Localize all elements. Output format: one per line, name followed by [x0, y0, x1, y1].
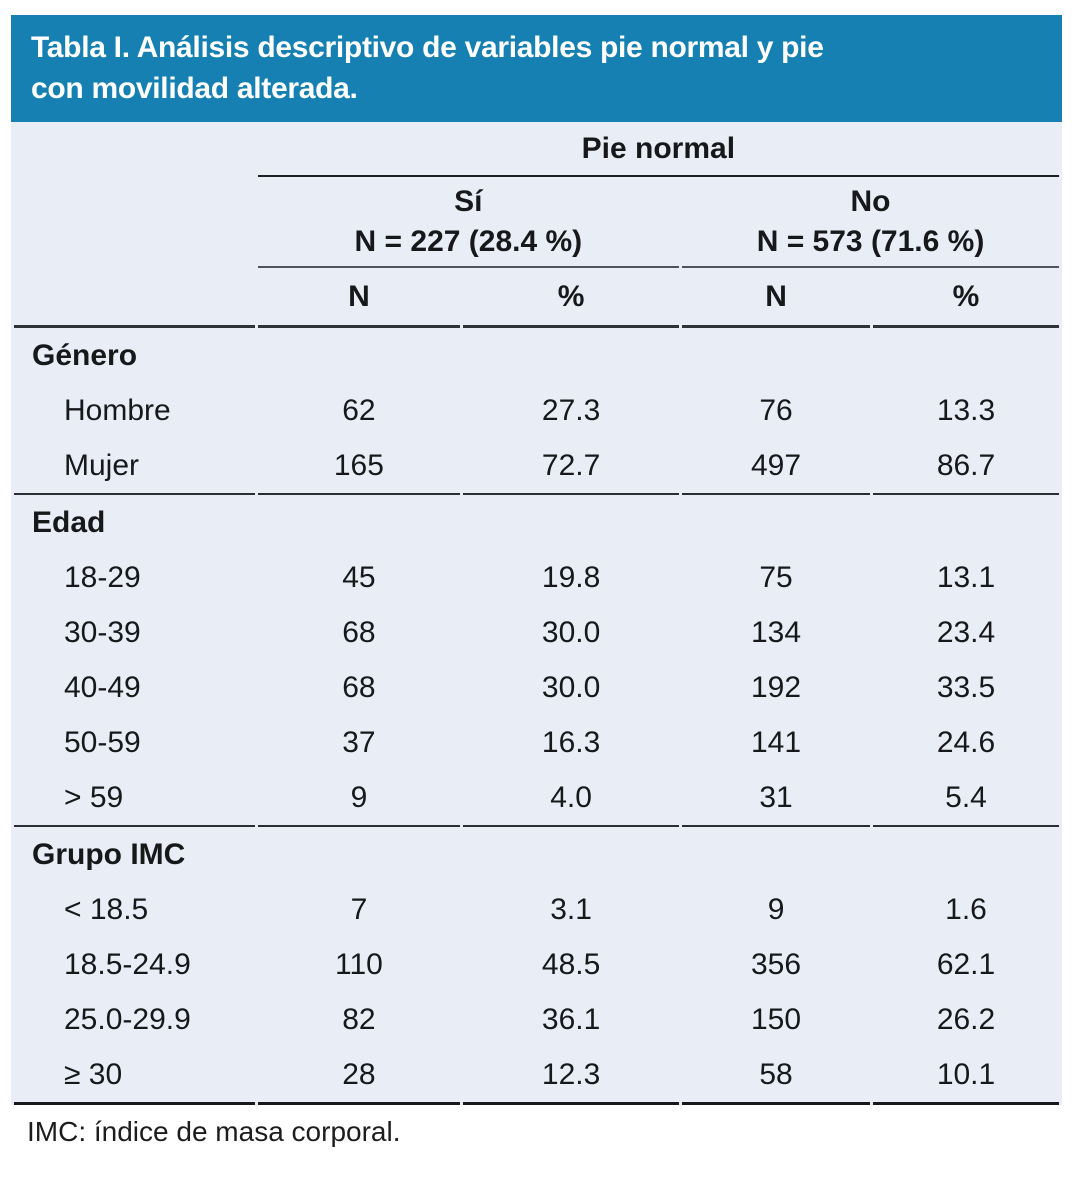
cell-value: 72.7	[463, 438, 680, 495]
table-row-18-29: 18-29 45 19.8 75 13.1	[14, 550, 1059, 605]
cell-value: 48.5	[541, 947, 601, 981]
column-header-row: N % N %	[14, 268, 1059, 328]
cell-value: 497	[682, 438, 871, 495]
cell-value: 62.1	[936, 947, 996, 981]
row-label: Mujer	[14, 438, 255, 495]
table-row-18-5-24-9: 18.5-24.9 110 48.5 356 62.1	[14, 937, 1059, 992]
table-row-50-59: 50-59 37 16.3 141 24.6	[14, 715, 1059, 770]
empty-cell	[14, 268, 255, 328]
section-header-genero: Género	[14, 328, 1059, 383]
subgroup-yes-header: Sí N = 227 (28.4 %)	[257, 177, 680, 268]
row-label: 25.0-29.9	[64, 1002, 191, 1036]
row-label: Hombre	[64, 393, 171, 427]
cell-value: 4.0	[463, 770, 680, 827]
table-row-40-49: 40-49 68 30.0 192 33.5	[14, 660, 1059, 715]
table-title-bar: Tabla I. Análisis descriptivo de variabl…	[11, 15, 1062, 122]
table-footnote: IMC: índice de masa corporal.	[11, 1116, 1062, 1148]
section-header-grupo-imc: Grupo IMC	[14, 827, 1059, 882]
col-header-n-yes: N	[257, 268, 461, 328]
row-label: 18-29	[64, 560, 141, 594]
cell-value: 3.1	[550, 892, 592, 926]
cell-value: 33.5	[936, 670, 996, 704]
section-title: Grupo IMC	[32, 837, 186, 871]
subgroup-no-count: N = 573 (71.6 %)	[756, 224, 985, 258]
table-row-over-30: ≥ 30 28 12.3 58 10.1	[14, 1047, 1059, 1105]
cell-value: 110	[335, 947, 383, 981]
empty-cell	[14, 122, 255, 177]
cell-value: 31	[682, 770, 871, 827]
table-row-30-39: 30-39 68 30.0 134 23.4	[14, 605, 1059, 660]
col-header-pct-no: %	[873, 268, 1059, 328]
section-header-edad: Edad	[14, 495, 1059, 550]
table-figure: Tabla I. Análisis descriptivo de variabl…	[11, 15, 1062, 1148]
cell-value: 356	[751, 947, 802, 981]
row-label: > 59	[14, 770, 255, 827]
cell-value: 9	[257, 770, 461, 827]
cell-value: 7	[350, 892, 368, 926]
cell-value: 62	[342, 393, 376, 427]
cell-value: 27.3	[541, 393, 601, 427]
table-title-line1: Tabla I. Análisis descriptivo de variabl…	[31, 31, 824, 64]
cell-value: 30.0	[541, 670, 601, 704]
cell-value: 28	[257, 1047, 461, 1105]
row-label: 18.5-24.9	[64, 947, 191, 981]
table-body-background: Pie normal Sí N = 227 (28.4 %) No N = 57…	[11, 122, 1062, 1105]
cell-value: 82	[342, 1002, 376, 1036]
row-label: 40-49	[64, 670, 141, 704]
row-label: < 18.5	[64, 892, 149, 926]
cell-value: 68	[342, 670, 376, 704]
cell-value: 23.4	[936, 615, 996, 649]
cell-value: 150	[751, 1002, 802, 1036]
cell-value: 37	[342, 725, 376, 759]
col-header-n-no: N	[682, 268, 871, 328]
subgroup-yes-label: Sí	[454, 184, 483, 218]
row-label: ≥ 30	[14, 1047, 255, 1105]
table-row-25-0-29-9: 25.0-29.9 82 36.1 150 26.2	[14, 992, 1059, 1047]
subgroup-yes-count: N = 227 (28.4 %)	[354, 224, 583, 258]
cell-value: 24.6	[936, 725, 996, 759]
subgroup-no-label: No	[850, 184, 891, 218]
section-title: Género	[32, 338, 138, 372]
cell-value: 141	[751, 725, 802, 759]
cell-value: 45	[342, 560, 376, 594]
cell-value: 5.4	[873, 770, 1059, 827]
cell-value: 9	[767, 892, 785, 926]
empty-cell	[14, 177, 255, 268]
cell-value: 192	[751, 670, 802, 704]
table-title-line2: con movilidad alterada.	[31, 72, 358, 105]
cell-value: 30.0	[541, 615, 601, 649]
descriptive-table: Pie normal Sí N = 227 (28.4 %) No N = 57…	[11, 122, 1062, 1105]
cell-value: 86.7	[873, 438, 1059, 495]
cell-value: 165	[257, 438, 461, 495]
section-title: Edad	[32, 505, 106, 539]
subgroup-no-header: No N = 573 (71.6 %)	[682, 177, 1059, 268]
cell-value: 58	[682, 1047, 871, 1105]
cell-value: 36.1	[541, 1002, 601, 1036]
cell-value: 1.6	[945, 892, 987, 926]
table-row-over-59: > 59 9 4.0 31 5.4	[14, 770, 1059, 827]
group-header-pie-normal: Pie normal	[257, 122, 1059, 177]
cell-value: 12.3	[463, 1047, 680, 1105]
cell-value: 26.2	[936, 1002, 996, 1036]
row-label: 50-59	[64, 725, 141, 759]
cell-value: 13.1	[936, 560, 996, 594]
cell-value: 16.3	[541, 725, 601, 759]
cell-value: 76	[759, 393, 793, 427]
row-label: 30-39	[64, 615, 141, 649]
table-row-under-18-5: < 18.5 7 3.1 9 1.6	[14, 882, 1059, 937]
cell-value: 75	[759, 560, 793, 594]
cell-value: 68	[342, 615, 376, 649]
table-row-hombre: Hombre 62 27.3 76 13.3	[14, 383, 1059, 438]
cell-value: 19.8	[541, 560, 601, 594]
table-row-mujer: Mujer 165 72.7 497 86.7	[14, 438, 1059, 495]
cell-value: 134	[751, 615, 802, 649]
cell-value: 13.3	[936, 393, 996, 427]
cell-value: 10.1	[873, 1047, 1059, 1105]
group-header-row: Pie normal	[14, 122, 1059, 177]
col-header-pct-yes: %	[463, 268, 680, 328]
subgroup-header-row: Sí N = 227 (28.4 %) No N = 573 (71.6 %)	[14, 177, 1059, 268]
